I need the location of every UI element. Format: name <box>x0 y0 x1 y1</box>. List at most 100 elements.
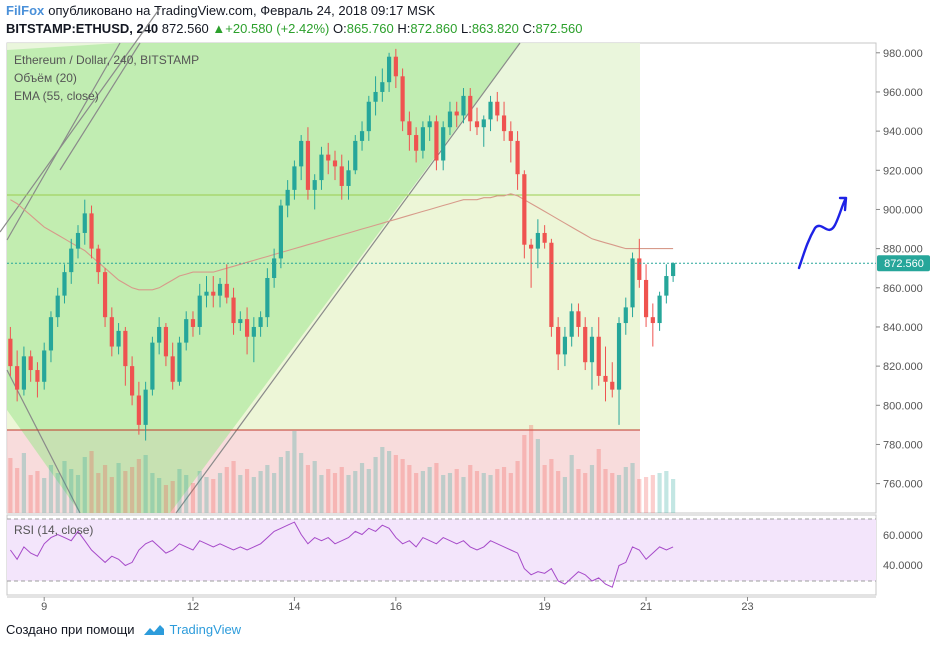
candle <box>244 307 250 355</box>
volume-bar <box>616 475 622 513</box>
candle <box>278 199 283 269</box>
volume-bar <box>535 439 540 513</box>
price-tick-label: 920.000 <box>883 165 923 177</box>
volume-bar <box>441 475 446 513</box>
legend-rsi: RSI (14, close) <box>14 523 94 537</box>
candle-body <box>393 56 398 77</box>
candle-body <box>515 140 520 175</box>
volume-bar <box>312 461 317 513</box>
candle <box>89 205 94 259</box>
candles <box>8 48 676 441</box>
rsi-tick-40: 40.0000 <box>883 560 923 572</box>
volume-bar <box>393 455 398 513</box>
candle <box>495 91 500 122</box>
candle <box>231 287 236 335</box>
candle-body <box>75 232 81 249</box>
candle <box>305 127 311 200</box>
candle-body <box>278 205 283 259</box>
volume-bar <box>278 457 283 513</box>
candle-body <box>407 121 412 136</box>
volume-bar <box>447 473 453 513</box>
volume-bar <box>163 485 169 513</box>
channel-left-line <box>6 369 81 514</box>
candle <box>204 276 209 308</box>
volume-bar <box>623 467 628 513</box>
candle-body <box>285 189 290 206</box>
candle <box>515 131 520 190</box>
candle <box>454 101 459 128</box>
low-label: L: <box>460 21 472 36</box>
close-label: C: <box>522 21 536 36</box>
volume-bar <box>8 458 13 513</box>
volume-bar <box>596 449 601 513</box>
candle-body <box>96 248 101 273</box>
candle-body <box>258 317 263 327</box>
candle-body <box>8 338 13 367</box>
channel-lower-line <box>175 42 521 514</box>
candle <box>549 238 554 337</box>
candle-body <box>339 166 344 186</box>
candle <box>468 88 473 132</box>
candle-body <box>312 180 317 190</box>
time-tick-label: 23 <box>741 601 753 613</box>
candle <box>28 350 33 382</box>
candle-body <box>136 395 141 425</box>
volume-bar <box>21 453 27 513</box>
candle <box>583 317 588 371</box>
candle <box>610 362 615 398</box>
volume-bar <box>562 477 568 513</box>
candle <box>258 311 263 337</box>
volume-bar <box>529 425 534 513</box>
candle-body <box>474 121 480 128</box>
candle <box>346 160 351 200</box>
author-name[interactable]: FilFox <box>6 3 45 18</box>
candle-body <box>244 319 250 337</box>
candle-body <box>616 323 622 390</box>
symbol-info-line: BITSTAMP:ETHUSD, 240 872.560 ▲+20.580 (+… <box>6 21 582 36</box>
volume-bar <box>454 469 459 513</box>
candle <box>96 244 101 284</box>
candle <box>596 317 601 386</box>
candle <box>508 121 513 163</box>
candle <box>163 323 169 367</box>
candle <box>542 225 547 249</box>
time-tick-label: 21 <box>640 601 652 613</box>
volume-bar <box>217 473 223 513</box>
candle <box>671 262 676 282</box>
candle-body <box>562 336 568 355</box>
candle-body <box>630 258 635 308</box>
time-axis[interactable]: 9 12 14 16 19 21 23 <box>7 596 876 613</box>
open-value: 865.760 <box>346 21 394 36</box>
volume-bar <box>258 471 263 513</box>
volume-bar <box>69 469 74 513</box>
candle <box>664 264 669 304</box>
candle-body <box>461 95 466 116</box>
volume-bar <box>102 465 108 513</box>
volume-bar <box>55 473 60 513</box>
candle-body <box>28 356 33 371</box>
tradingview-logo-icon <box>143 624 164 635</box>
candle <box>272 248 277 288</box>
volume-bars <box>8 425 676 513</box>
tradingview-link[interactable]: TradingView <box>143 622 242 637</box>
volume-bar <box>508 473 513 513</box>
volume-bar <box>136 459 141 513</box>
volume-bar <box>82 457 87 513</box>
price-axis[interactable]: 980.000 960.000 940.000 920.000 900.000 880.0… <box>876 48 923 491</box>
high-value: 872.860 <box>410 21 458 36</box>
candle-body <box>332 160 338 167</box>
candle <box>393 48 398 89</box>
candle-body <box>130 366 135 396</box>
volume-bar <box>231 461 236 513</box>
volume-bar <box>319 475 324 513</box>
candle <box>21 346 27 396</box>
candle-body <box>542 232 547 243</box>
price-tick-label: 960.000 <box>883 87 923 99</box>
price-chart[interactable]: 980.000 960.000 940.000 920.000 900.000 880.0… <box>0 0 935 620</box>
volume-bar <box>211 479 216 513</box>
candle-body <box>272 258 277 278</box>
volume-bar <box>89 451 94 513</box>
candle-body <box>495 101 500 116</box>
tradingview-label: TradingView <box>169 622 242 637</box>
candle <box>461 88 466 124</box>
